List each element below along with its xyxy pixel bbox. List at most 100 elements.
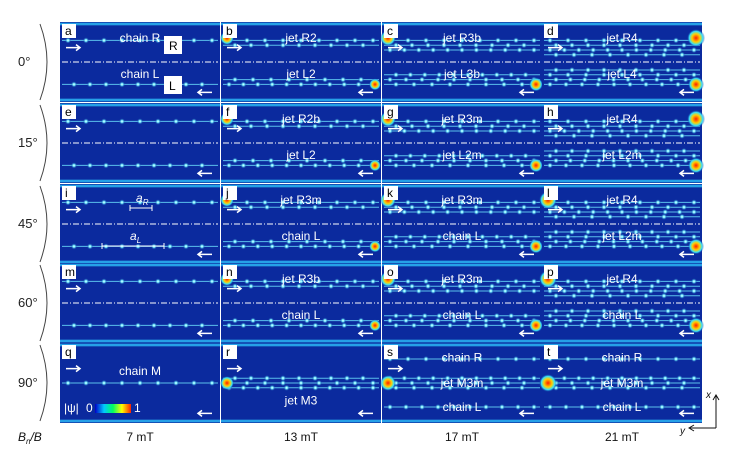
vortex-dot	[632, 307, 640, 315]
vortex-dot	[407, 152, 414, 159]
panel-letter: k	[387, 186, 394, 200]
vortex-dot	[386, 127, 394, 135]
arrow-right-icon	[388, 206, 404, 214]
vortex-dot	[546, 118, 554, 125]
vortex-dot	[355, 162, 362, 169]
vortex-dot	[662, 127, 669, 135]
vortex-dot	[690, 278, 698, 285]
arrow-right-icon	[227, 44, 243, 52]
vortex-dot	[172, 278, 180, 285]
panel-letter-box	[223, 186, 237, 200]
vortex-dot	[616, 283, 624, 290]
panel-letter: s	[387, 345, 393, 359]
vortex-dot	[581, 76, 588, 83]
spacing-label-L: aL	[130, 229, 141, 245]
edge-band	[542, 184, 702, 188]
vortex-dot	[600, 152, 608, 159]
vortex-dot	[690, 46, 698, 54]
vortex-dot	[575, 208, 582, 216]
vortex-dot	[401, 287, 408, 295]
vortex-dot	[568, 307, 576, 315]
vortex-dot	[269, 162, 276, 169]
vortex-dot	[552, 132, 560, 139]
vortex-dot	[225, 243, 233, 250]
vortex-dot	[564, 71, 572, 79]
vortex-dot	[341, 322, 348, 329]
vortex-dot	[594, 322, 602, 329]
vortex-dot	[668, 317, 675, 324]
vortex-dot	[134, 322, 142, 329]
vortex-dot	[339, 76, 347, 83]
vortex-dot	[154, 199, 162, 206]
vortex-dot	[546, 243, 554, 250]
column-label: 17 mT	[445, 430, 480, 444]
vortex-dot	[642, 132, 650, 139]
vortex-dot	[552, 292, 560, 299]
vortex-dot	[243, 37, 251, 44]
vortex-dot	[297, 81, 305, 88]
vortex-dot	[520, 42, 528, 49]
vortex-dot	[618, 312, 626, 319]
vortex-dot	[392, 42, 400, 49]
vortex-dot	[64, 379, 72, 387]
vortex-dot	[530, 37, 538, 44]
vortex-dot	[648, 147, 656, 155]
vortex-dot	[552, 228, 560, 236]
vortex-dot	[680, 204, 688, 211]
vortex-dot	[464, 152, 472, 159]
vortex-dot	[610, 317, 617, 324]
vortex-dot	[518, 81, 526, 88]
vortex-dot	[633, 46, 640, 54]
vortex-dot	[488, 283, 496, 290]
vortex-dot	[582, 152, 590, 159]
vortex-dot	[339, 317, 347, 324]
vortex-dot	[493, 312, 500, 319]
vortex-dot	[134, 81, 142, 88]
vortex-dot	[584, 204, 592, 211]
vortex-dot	[392, 152, 400, 159]
vortex-dot	[680, 379, 688, 387]
vortex-dot	[660, 292, 668, 299]
arrow-left-icon	[518, 409, 534, 417]
panel-letter: a	[65, 24, 72, 38]
vortex-dot	[430, 46, 437, 54]
vortex-dot	[456, 42, 464, 49]
edge-band	[382, 260, 542, 264]
vortex-dot	[590, 46, 597, 54]
vortex-dot	[516, 208, 523, 216]
arrow-left-icon	[357, 409, 373, 417]
vortex-dot	[261, 379, 269, 387]
vortex-dot	[404, 37, 412, 44]
row-brace	[39, 23, 48, 101]
vortex-dot	[279, 199, 287, 206]
vortex-dot	[357, 238, 365, 245]
vortex-dot	[610, 403, 618, 411]
vortex-dot	[326, 162, 333, 169]
panel-label-upper: jet R4	[605, 112, 638, 126]
jet-source	[688, 238, 704, 255]
vortex-dot	[333, 118, 341, 125]
vortex-dot	[450, 238, 458, 245]
vortex-dot	[444, 46, 451, 54]
row-brace	[39, 185, 48, 263]
vortex-dot	[493, 233, 500, 240]
panel-label-upper: jet R4	[605, 272, 638, 286]
vortex-dot	[279, 278, 287, 285]
vortex-dot	[636, 199, 644, 206]
vortex-dot	[653, 76, 660, 83]
vortex-dot	[472, 123, 480, 130]
vortex-dot	[648, 42, 656, 49]
vortex-dot	[676, 375, 683, 382]
vortex-dot	[642, 162, 650, 169]
arrow-left-icon	[357, 88, 373, 96]
vortex-dot	[488, 379, 496, 387]
panel-label: jet M3m	[600, 376, 644, 390]
vortex-dot	[546, 127, 554, 135]
vortex-dot	[654, 152, 662, 159]
arrow-right-icon	[227, 285, 243, 293]
vortex-dot	[581, 238, 588, 245]
vortex-dot	[434, 238, 442, 245]
vortex-dot	[415, 287, 422, 295]
vortex-dot	[546, 152, 554, 159]
panel-m: m	[60, 263, 220, 343]
